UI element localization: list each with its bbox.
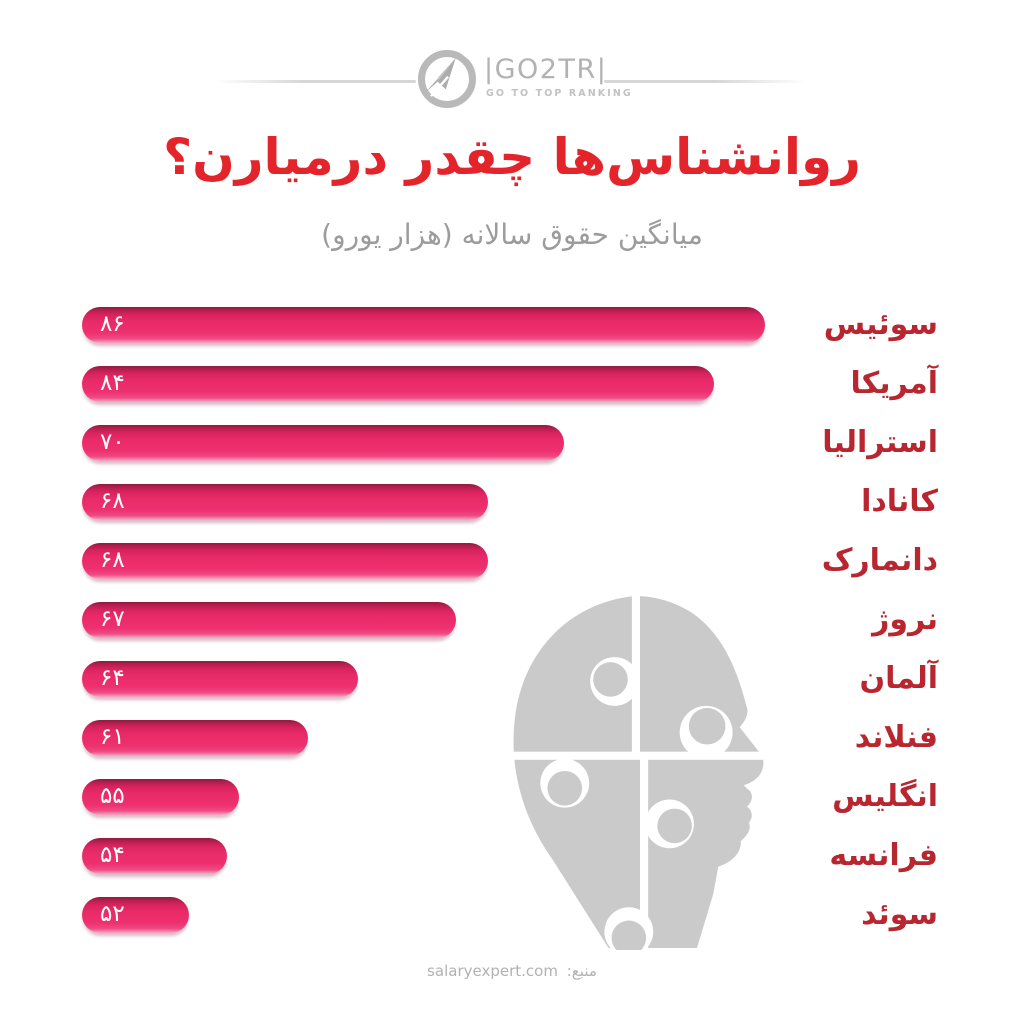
airplane-icon bbox=[416, 56, 469, 103]
bar-value-label: ۶۸ bbox=[100, 488, 125, 514]
bar-value-label: ۶۸ bbox=[100, 547, 125, 573]
bar: ۶۸ bbox=[82, 543, 488, 579]
bar: ۸۶ bbox=[82, 307, 765, 343]
puzzle-head-graphic bbox=[506, 594, 772, 957]
bar-row: ۶۷ نروژ bbox=[82, 602, 938, 638]
bar-row: ۶۴ آلمان bbox=[82, 661, 938, 697]
source-value: salaryexpert.com bbox=[427, 962, 558, 980]
bar-value-label: ۵۵ bbox=[100, 783, 125, 809]
bar-row: ۸۴ آمریکا bbox=[82, 366, 938, 402]
bar-value-label: ۶۴ bbox=[100, 665, 125, 691]
bar-value-label: ۵۲ bbox=[100, 901, 125, 927]
bar: ۷۰ bbox=[82, 425, 564, 461]
logo-ring-icon bbox=[418, 50, 476, 108]
bar: ۵۲ bbox=[82, 897, 189, 933]
bar-value-label: ۵۴ bbox=[100, 842, 125, 868]
logo-wordmark: |GO2TR| bbox=[484, 54, 608, 85]
page-title: روانشناس‌ها چقدر درمیارن؟ bbox=[163, 128, 861, 186]
bar-row: ۶۱ فنلاند bbox=[82, 720, 938, 756]
bar-row: ۵۲ سوئد bbox=[82, 897, 938, 933]
bar: ۶۱ bbox=[82, 720, 308, 756]
bar-value-label: ۷۰ bbox=[100, 429, 125, 455]
country-label: سوئد bbox=[861, 897, 938, 932]
bar: ۸۴ bbox=[82, 366, 714, 402]
bar: ۵۴ bbox=[82, 838, 227, 874]
header-divider-left bbox=[214, 80, 416, 83]
bar: ۶۴ bbox=[82, 661, 358, 697]
bar-value-label: ۶۱ bbox=[100, 724, 125, 750]
country-label: آلمان bbox=[859, 661, 938, 696]
bar-value-label: ۶۷ bbox=[100, 606, 125, 632]
bar-row: ۶۸ کانادا bbox=[82, 484, 938, 520]
bar-row: ۵۴ فرانسه bbox=[82, 838, 938, 874]
bar: ۶۸ bbox=[82, 484, 488, 520]
bar: ۶۷ bbox=[82, 602, 456, 638]
country-label: انگلیس bbox=[832, 779, 938, 814]
country-label: استرالیا bbox=[822, 425, 938, 460]
source-note: منبع: salaryexpert.com bbox=[0, 962, 1024, 980]
bar-value-label: ۸۴ bbox=[100, 370, 125, 396]
country-label: آمریکا bbox=[850, 366, 939, 401]
country-label: فنلاند bbox=[854, 720, 938, 755]
bar-row: ۷۰ استرالیا bbox=[82, 425, 938, 461]
country-label: فرانسه bbox=[829, 838, 938, 873]
country-label: دانمارک bbox=[821, 543, 938, 578]
bar: ۵۵ bbox=[82, 779, 239, 815]
bar-row: ۶۸ دانمارک bbox=[82, 543, 938, 579]
country-label: کانادا bbox=[861, 484, 938, 519]
bar-chart: ۸۶ سوئیس ۸۴ آمریکا ۷۰ استرالیا ۶۸ bbox=[82, 307, 938, 955]
bar-value-label: ۸۶ bbox=[100, 311, 125, 337]
bar-row: ۵۵ انگلیس bbox=[82, 779, 938, 815]
country-label: نروژ bbox=[872, 602, 938, 637]
country-label: سوئیس bbox=[823, 307, 938, 342]
logo-tagline: GO TO TOP RANKING bbox=[486, 88, 633, 99]
source-label: منبع: bbox=[566, 962, 597, 980]
bar-row: ۸۶ سوئیس bbox=[82, 307, 938, 343]
header-divider-right bbox=[604, 80, 806, 83]
page-subtitle: میانگین حقوق سالانه (هزار یورو) bbox=[321, 218, 703, 251]
